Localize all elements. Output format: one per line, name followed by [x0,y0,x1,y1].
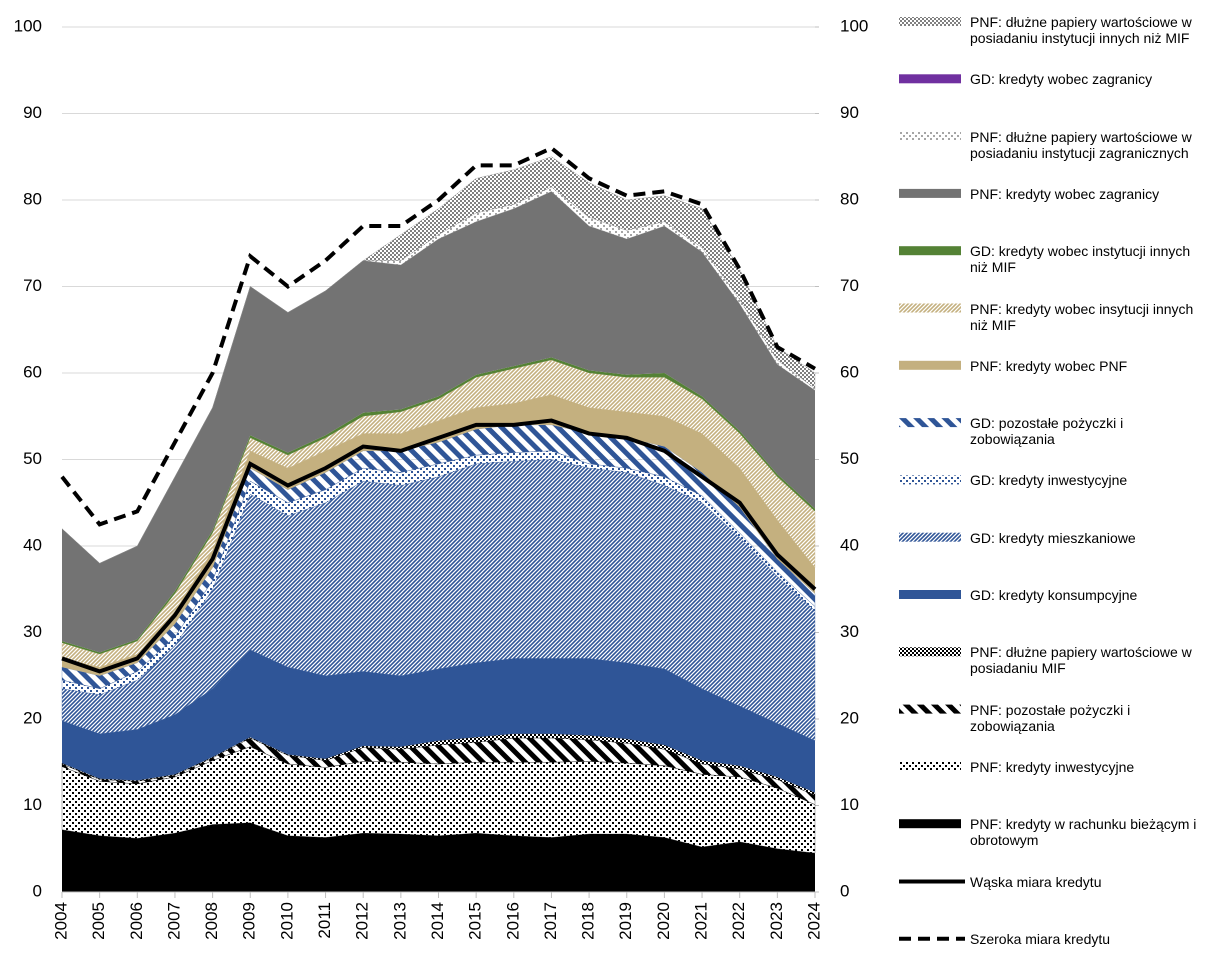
legend-swatch [899,188,961,198]
legend-swatch [899,704,961,714]
y-tick-label: 100 [14,16,42,35]
x-tick-label: 2023 [767,902,786,940]
legend-label: PNF: kredyty w rachunku bieżącym i obrot… [970,816,1197,849]
legend-swatch [899,590,961,599]
legend-label: GD: kredyty wobec instytucji innych niż … [970,243,1191,276]
y2-tick-label: 60 [840,362,859,381]
area [62,191,815,653]
y2-tick-label: 50 [840,449,859,468]
y-tick-label: 20 [23,708,42,727]
y2-tick-label: 20 [840,708,859,727]
legend-swatch [899,418,961,428]
x-tick-label: 2010 [277,902,296,940]
x-tick-label: 2005 [89,902,108,940]
y-tick-label: 80 [23,189,42,208]
y2-tick-label: 80 [840,189,859,208]
y-tick-label: 30 [23,622,42,641]
y-tick-label: 90 [23,103,42,122]
area [62,649,815,793]
y-tick-label: 0 [33,881,42,900]
x-tick-label: 2007 [164,902,183,940]
legend-swatch [899,303,961,313]
x-tick-label: 2019 [616,902,635,940]
x-tick-label: 2006 [127,902,146,940]
line [60,145,816,527]
legend-label: Szeroka miara kredytu [970,930,1111,947]
x-tick-label: 2021 [692,902,711,940]
area [62,822,815,892]
legend-swatch [899,819,961,829]
legend-label: PNF: dłużne papiery wartościowe w posiad… [970,128,1192,161]
x-tick-label: 2012 [353,902,372,940]
x-tick-label: 2013 [390,902,409,940]
x-tick-label: 2004 [51,902,70,940]
legend-swatch [899,475,961,485]
legend-label: GD: kredyty konsumpcyjne [970,587,1138,603]
y2-tick-label: 70 [840,276,859,295]
legend-swatch [899,131,961,141]
x-tick-label: 2014 [428,902,447,940]
y-tick-label: 60 [23,362,42,381]
y-tick-label: 10 [23,795,42,814]
y2-tick-label: 0 [840,881,849,900]
legend-label: PNF: kredyty wobec insytucji innych niż … [970,300,1194,333]
legend-label: GD: kredyty mieszkaniowe [970,529,1136,546]
y2-tick-label: 90 [840,103,859,122]
x-tick-label: 2018 [579,902,598,940]
legend-label: GD: pozostałe pożyczki i zobowiązania [970,415,1124,448]
legend-swatch [899,647,961,657]
x-tick-label: 2017 [541,902,560,940]
x-tick-label: 2009 [240,902,259,940]
legend-swatch [899,246,961,256]
y2-tick-label: 100 [840,16,868,35]
legend-label: Wąska miara kredytu [970,873,1102,890]
legend-label: PNF: dłużne papiery wartościowe w posiad… [970,14,1192,46]
x-tick-label: 2022 [729,902,748,940]
line [61,418,817,674]
legend-label: PNF: kredyty wobec PNF [970,357,1128,374]
x-tick-label: 2024 [804,902,823,940]
y2-tick-label: 10 [840,795,859,814]
legend-label: GD: kredyty wobec zagranicy [970,71,1153,88]
legend-swatch [899,74,961,84]
legend-swatch [899,532,961,542]
y2-tick-label: 30 [840,622,859,641]
legend-swatch [899,17,961,26]
legend-label: PNF: kredyty inwestycyjne [970,758,1135,775]
y-tick-label: 50 [23,449,42,468]
x-tick-label: 2016 [503,902,522,940]
y-tick-label: 70 [23,276,42,295]
area [61,156,816,564]
y-tick-label: 40 [23,535,42,554]
legend-label: GD: kredyty inwestycyjne [970,472,1128,489]
legend-swatch [899,360,961,370]
x-tick-label: 2008 [202,902,221,940]
legend-label: PNF: pozostałe pożyczki i zobowiązania [970,701,1131,734]
y2-tick-label: 40 [840,535,859,554]
legend-label: PNF: dłużne papiery wartościowe w posiad… [970,644,1192,677]
x-tick-label: 2020 [654,902,673,940]
legend-label: PNF: kredyty wobec zagranicy [970,185,1160,202]
x-tick-label: 2015 [466,902,485,940]
x-tick-label: 2011 [315,902,334,939]
legend-swatch [899,761,961,771]
